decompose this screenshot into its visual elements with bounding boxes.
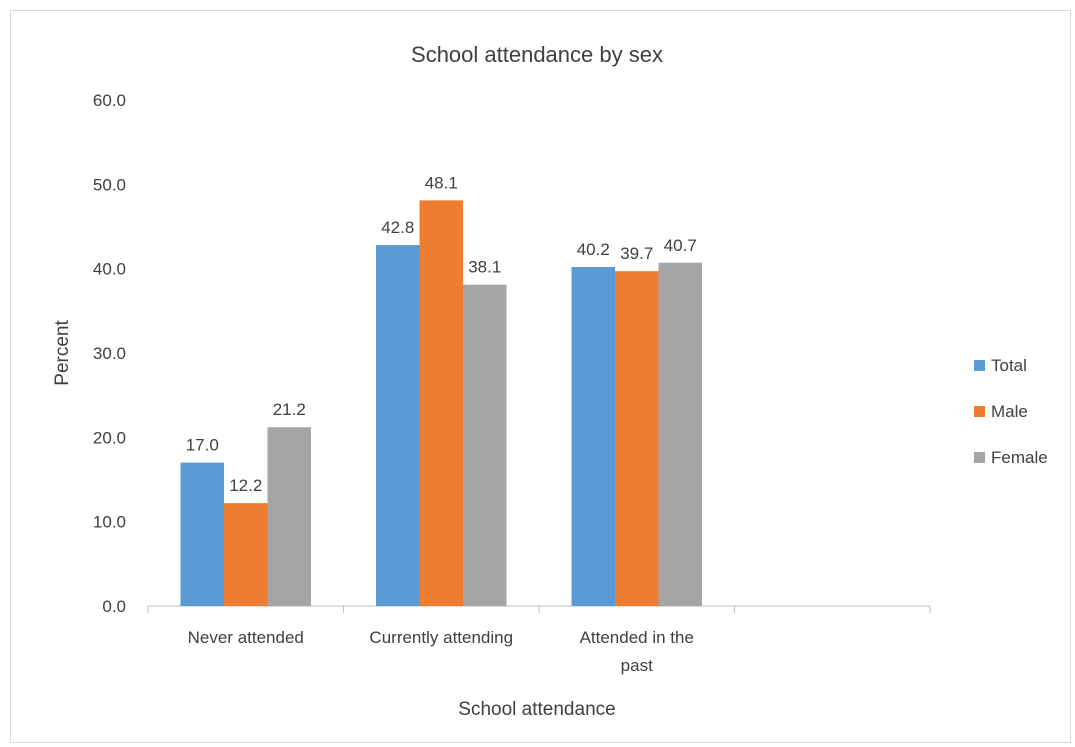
data-label: 12.2 [229,476,262,495]
chart-frame [10,10,1071,743]
y-tick-label: 10.0 [93,513,126,532]
bar-total [571,266,615,606]
x-category-label: Never attended [188,628,304,647]
bar-female [463,284,507,606]
x-category-label: past [621,656,653,675]
bars-group [180,200,702,606]
bar-total [180,462,224,606]
legend-swatch-male [974,406,985,417]
data-label: 21.2 [273,400,306,419]
data-label: 48.1 [425,173,458,192]
data-label: 42.8 [381,218,414,237]
data-labels-group: 17.0 42.8 40.2 12.2 48.1 39.7 21.2 38.1 40.7 [186,173,697,495]
y-tick-label: 50.0 [93,175,126,194]
y-tick-label: 30.0 [93,344,126,363]
legend-label-total: Total [991,356,1027,375]
category-labels-group: Never attended Currently attending Attende… [188,628,694,675]
chart-title: School attendance by sex [411,42,663,67]
x-axis-title: School attendance [458,699,615,720]
data-label: 39.7 [620,244,653,263]
data-label: 17.0 [186,436,219,455]
bar-male [615,271,659,606]
data-label: 40.7 [664,236,697,255]
y-tick-label: 0.0 [102,597,126,616]
y-axis-ticks: 0.0 10.0 20.0 30.0 40.0 50.0 60.0 [93,91,126,616]
y-tick-label: 40.0 [93,260,126,279]
bar-female [658,262,702,606]
data-label: 38.1 [468,258,501,277]
y-axis-title: Percent [52,320,73,386]
bar-male [419,200,463,606]
y-tick-label: 20.0 [93,428,126,447]
x-category-label: Attended in the [580,628,694,647]
data-label: 40.2 [577,240,610,259]
x-category-label: Currently attending [369,628,513,647]
legend-swatch-female [974,452,985,463]
legend: Total Male Female [974,356,1048,467]
legend-label-male: Male [991,402,1028,421]
bar-male [224,503,268,606]
y-tick-label: 60.0 [93,91,126,110]
legend-label-female: Female [991,448,1048,467]
bar-total [376,245,420,606]
legend-swatch-total [974,360,985,371]
bar-female [267,427,311,606]
x-axis-tick-marks [147,606,931,613]
